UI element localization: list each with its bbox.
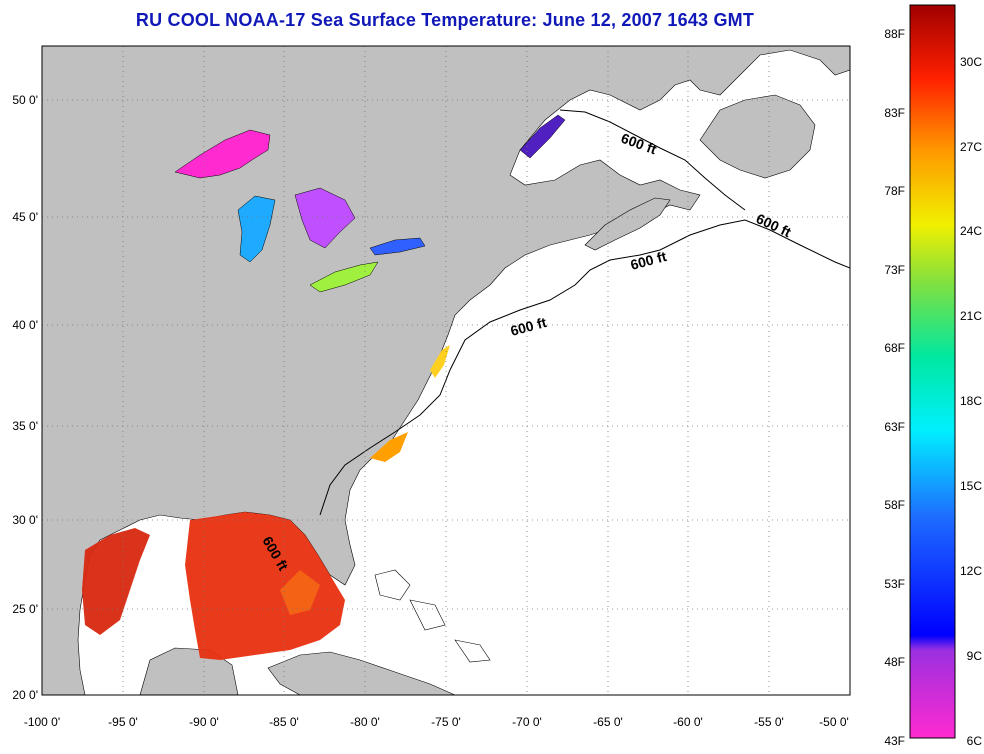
plot-frame: [41, 45, 851, 696]
bahamas-shoals: [374, 569, 491, 663]
st-lawrence-estuary: [519, 114, 566, 159]
colorbar-f-label: 58F: [884, 498, 905, 512]
colorbar: [909, 4, 956, 739]
land-nova-scotia: [584, 197, 671, 251]
lake-ontario: [369, 237, 426, 256]
colorbar-f-label: 63F: [884, 420, 905, 434]
land-newfoundland: [699, 94, 816, 179]
colorbar-c-label: 12C: [960, 564, 982, 578]
lon-tick-label: -85 0': [269, 715, 299, 729]
gulf-sst-loop: [280, 570, 320, 615]
colorbar-c-label: 6C: [967, 734, 983, 748]
lat-tick-label: 25 0': [12, 602, 38, 616]
lat-tick-label: 50 0': [12, 93, 38, 107]
depth-contour-600ft-north: [559, 109, 746, 211]
lon-tick-label: -55 0': [754, 715, 784, 729]
lake-michigan: [237, 195, 276, 263]
colorbar-fahrenheit-labels: 88F 83F 78F 73F 68F 63F 58F 53F 48F 43F: [884, 27, 905, 748]
colorbar-f-label: 73F: [884, 263, 905, 277]
lat-tick-label: 20 0': [12, 688, 38, 702]
colorbar-c-label: 30C: [960, 55, 982, 69]
lon-tick-label: -80 0': [350, 715, 380, 729]
lon-tick-label: -90 0': [189, 715, 219, 729]
colorbar-c-label: 15C: [960, 479, 982, 493]
chesapeake-sst: [430, 345, 450, 378]
colorbar-f-label: 78F: [884, 184, 905, 198]
colorbar-c-label: 24C: [960, 224, 982, 238]
land-cuba: [267, 651, 456, 695]
gulf-sst-west: [82, 528, 150, 635]
colorbar-celsius-labels: 30C 27C 24C 21C 18C 15C 12C 9C 6C: [960, 55, 982, 748]
colorbar-f-label: 53F: [884, 577, 905, 591]
lon-tick-label: -60 0': [673, 715, 703, 729]
gulf-sst-east: [185, 512, 345, 660]
lon-tick-label: -70 0': [512, 715, 542, 729]
map-title: RU COOL NOAA-17 Sea Surface Temperature:…: [135, 10, 755, 30]
lake-huron: [294, 187, 356, 249]
colorbar-f-label: 43F: [884, 734, 905, 748]
lon-tick-label: -95 0': [108, 715, 138, 729]
lat-tick-label: 45 0': [12, 210, 38, 224]
lon-tick-label: -100 0': [24, 715, 60, 729]
grid-lines: [42, 46, 850, 695]
lake-erie: [309, 261, 379, 293]
colorbar-c-label: 18C: [960, 394, 982, 408]
lon-tick-label: -50 0': [819, 715, 849, 729]
depth-contour-600ft: [319, 219, 850, 516]
colorbar-f-label: 68F: [884, 341, 905, 355]
lon-tick-label: -75 0': [431, 715, 461, 729]
colorbar-f-label: 83F: [884, 106, 905, 120]
lat-tick-label: 30 0': [12, 513, 38, 527]
colorbar-c-label: 21C: [960, 309, 982, 323]
lake-superior: [174, 129, 271, 179]
latitude-tick-labels: 20 0' 25 0' 30 0' 35 0' 40 0' 45 0' 50 0…: [12, 93, 38, 702]
colorbar-c-label: 27C: [960, 140, 982, 154]
lon-tick-label: -65 0': [593, 715, 623, 729]
colorbar-f-label: 88F: [884, 27, 905, 41]
lat-tick-label: 40 0': [12, 318, 38, 332]
colorbar-f-label: 48F: [884, 655, 905, 669]
longitude-tick-labels: -100 0' -95 0' -90 0' -85 0' -80 0' -75 …: [24, 715, 849, 729]
lat-tick-label: 35 0': [12, 419, 38, 433]
carolina-sst: [370, 432, 408, 462]
colorbar-c-label: 9C: [967, 649, 983, 663]
